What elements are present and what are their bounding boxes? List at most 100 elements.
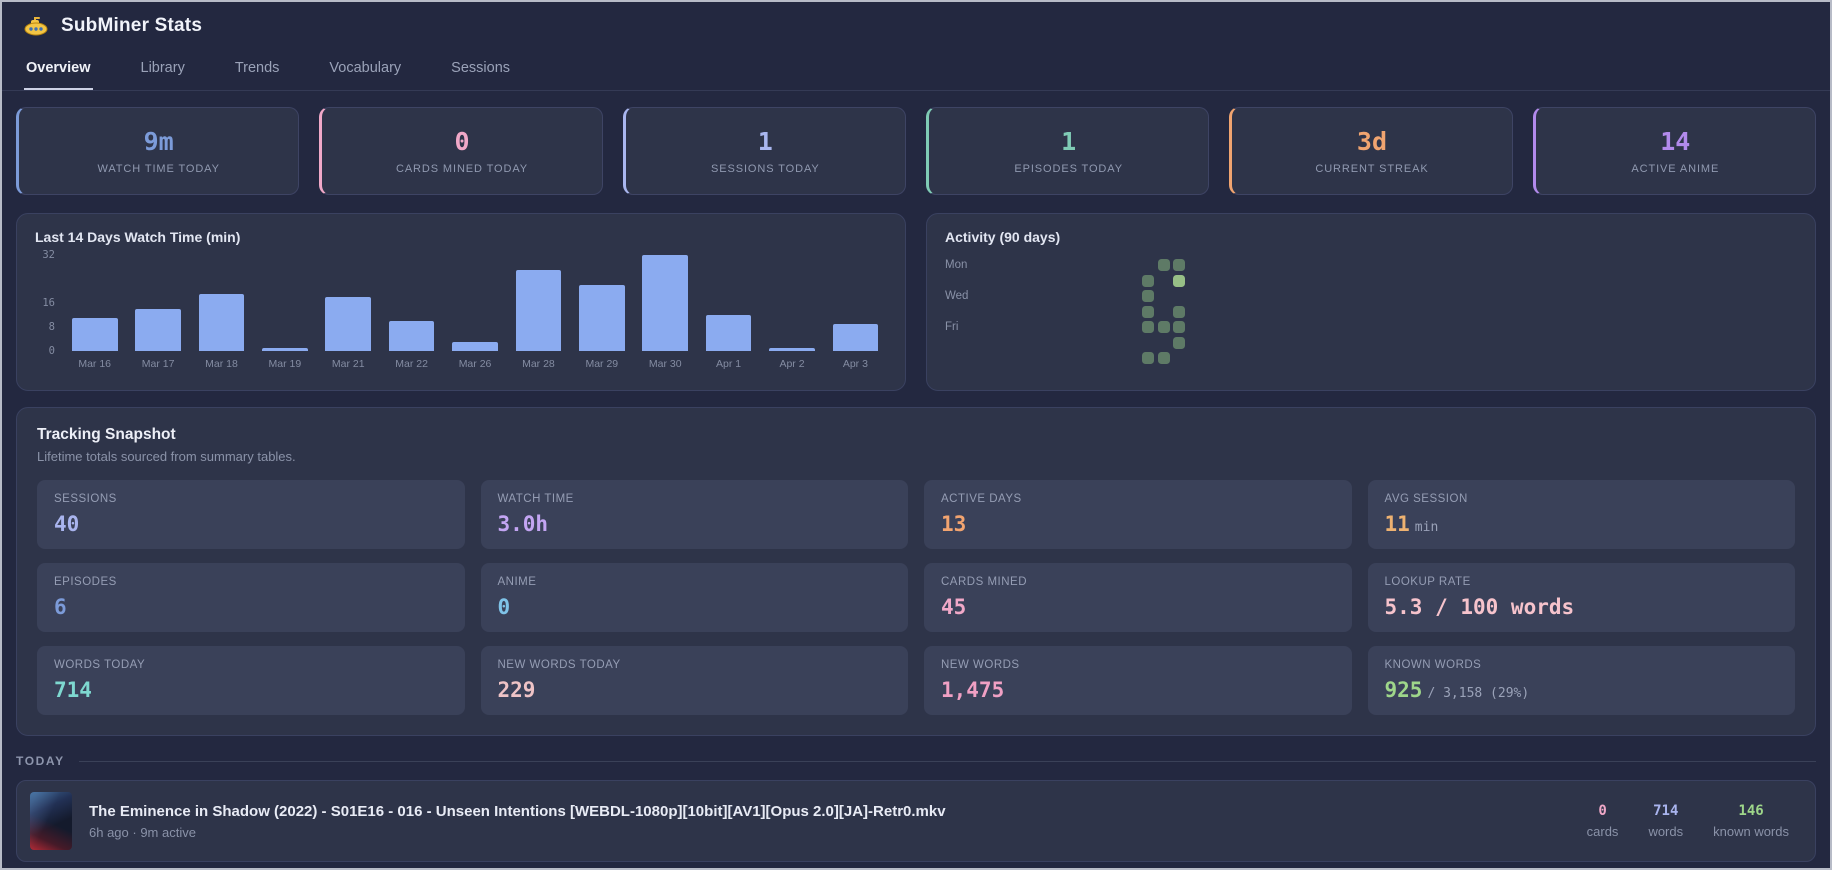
- snapshot-cell-number: 45: [941, 595, 967, 619]
- y-tick-label: 0: [48, 345, 55, 357]
- stat-card-value: 1: [1061, 127, 1077, 156]
- snapshot-cell-label: SESSIONS: [54, 493, 117, 505]
- chart-bar: [135, 309, 181, 351]
- snapshot-cell-label: WATCH TIME: [497, 493, 574, 505]
- snapshot-cell: ACTIVE DAYS 13: [924, 480, 1352, 549]
- stat-card-value: 14: [1660, 127, 1691, 156]
- charts-row: Last 14 Days Watch Time (min) 0 8 16 32 Mar…: [16, 213, 1816, 391]
- snapshot-cell-label: NEW WORDS TODAY: [497, 659, 621, 671]
- snapshot-cell-label: NEW WORDS: [941, 659, 1020, 671]
- x-tick-label: Apr 3: [842, 358, 868, 370]
- snapshot-cell-value: 11 min: [1385, 512, 1779, 536]
- x-tick-label: Mar 28: [522, 358, 555, 370]
- tab-vocabulary[interactable]: Vocabulary: [329, 60, 402, 76]
- today-section-label: TODAY: [16, 754, 65, 768]
- stat-card-value: 3d: [1356, 127, 1388, 156]
- x-tick-label: Mar 30: [648, 358, 682, 370]
- chart-bar-slot: [63, 255, 126, 351]
- chart-bar: [388, 321, 435, 351]
- stat-card: 3d CURRENT STREAK: [1229, 107, 1513, 195]
- chart-bar-slot: [443, 255, 506, 351]
- snapshot-cell: AVG SESSION 11 min: [1367, 480, 1795, 549]
- snapshot-cell-value: 40: [54, 512, 448, 536]
- episode-stat-value: 0: [1598, 803, 1607, 819]
- snapshot-cell: EPISODES 6: [37, 563, 465, 632]
- snapshot-cell-number: 11: [1384, 512, 1410, 536]
- snapshot-cell-value: 229: [498, 678, 892, 702]
- activity-title: Activity (90 days): [945, 229, 1061, 245]
- chart-bar-slot: [190, 255, 253, 351]
- chart-bar-slot: [380, 255, 443, 351]
- snapshot-cell-label: KNOWN WORDS: [1384, 659, 1482, 671]
- tab-trends[interactable]: Trends: [234, 60, 280, 76]
- episode-row: The Eminence in Shadow (2022) - S01E16 -…: [16, 780, 1816, 862]
- stat-card-label: CURRENT STREAK: [1315, 163, 1429, 175]
- y-tick-label: 32: [42, 249, 55, 261]
- tab-sessions[interactable]: Sessions: [451, 60, 511, 76]
- snapshot-cell-label: ACTIVE DAYS: [941, 493, 1022, 505]
- snapshot-cell-label: EPISODES: [54, 576, 117, 588]
- x-tick-label: Mar 17: [141, 358, 175, 370]
- chart-y-axis: 0 8 16 32: [35, 249, 63, 357]
- chart-bar-slot: [760, 255, 823, 351]
- chart-bar: [71, 318, 118, 351]
- chart-bar-slot: [253, 255, 316, 351]
- heatmap-day-labels: Mon Wed Fri: [945, 259, 987, 368]
- stat-card-label: EPISODES TODAY: [1014, 163, 1123, 175]
- heatmap-cell: [1157, 352, 1170, 364]
- heatmap-day-label: Fri: [945, 321, 959, 333]
- stat-card: 1 EPISODES TODAY: [925, 107, 1210, 195]
- heatmap-cell: [1142, 321, 1154, 333]
- tab-library[interactable]: Library: [140, 60, 185, 76]
- snapshot-cell-value: 925 / 3,158 (29%): [1385, 678, 1779, 702]
- tab-bar: Overview Library Trends Vocabulary Sessions: [2, 49, 1830, 91]
- snapshot-cell-value: 3.0h: [498, 512, 892, 536]
- x-tick-label: Mar 29: [585, 358, 619, 370]
- episode-stat-value: 146: [1738, 803, 1764, 819]
- snapshot-grid: SESSIONS 40 WATCH TIME 3.0h ACTIVE DAYS 13 AVG…: [37, 480, 1795, 715]
- snapshot-cell-suffix: / 3,158 (29%): [1427, 686, 1530, 701]
- stat-card-value: 1: [757, 127, 773, 156]
- snapshot-cell-suffix: min: [1414, 520, 1439, 535]
- app-header: SubMiner Stats: [2, 2, 1830, 41]
- chart-bar: [262, 348, 308, 351]
- snapshot-cell-value: 45: [941, 595, 1335, 619]
- episode-stat-label: cards: [1586, 824, 1619, 839]
- y-tick-label: 16: [42, 297, 55, 309]
- snapshot-cell-number: 3.0h: [497, 512, 549, 536]
- stat-card: 9m WATCH TIME TODAY: [16, 107, 300, 195]
- chart-bar-slot: [697, 255, 760, 351]
- heatmap-day-label: Wed: [945, 290, 969, 302]
- x-tick-label: Mar 19: [268, 358, 302, 370]
- snapshot-cell: CARDS MINED 45: [924, 563, 1352, 632]
- snapshot-cell-value: 1,475: [941, 678, 1335, 702]
- heatmap-cell: [1142, 290, 1154, 302]
- stat-card-value: 0: [454, 127, 470, 156]
- chart-title: Last 14 Days Watch Time (min): [35, 229, 241, 245]
- snapshot-cell: NEW WORDS 1,475: [924, 646, 1352, 715]
- chart-bar: [198, 294, 245, 351]
- x-tick-label: Apr 2: [779, 358, 805, 370]
- chart-bar-slot: [634, 255, 697, 351]
- episode-stat: 714 words: [1648, 803, 1683, 839]
- snapshot-cell: WATCH TIME 3.0h: [480, 480, 908, 549]
- snapshot-cell-label: LOOKUP RATE: [1384, 576, 1471, 588]
- snapshot-cell-number: 6: [54, 595, 67, 619]
- stat-card-label: SESSIONS TODAY: [711, 163, 820, 175]
- snapshot-cell-number: 13: [941, 512, 967, 536]
- chart-bar-slot: [507, 255, 570, 351]
- today-section: TODAY The Eminence in Shadow (2022) - S0…: [16, 754, 1816, 862]
- episode-stat-value: 714: [1653, 803, 1679, 819]
- heatmap-grid: [987, 259, 1189, 368]
- chart-bar: [832, 324, 879, 351]
- episode-stat: 0 cards: [1587, 803, 1619, 839]
- y-tick-label: 8: [48, 321, 55, 333]
- submarine-icon: [24, 16, 48, 36]
- chart-bar-slot: [824, 255, 887, 351]
- snapshot-cell-label: CARDS MINED: [941, 576, 1028, 588]
- x-tick-label: Mar 21: [331, 358, 365, 370]
- tab-overview[interactable]: Overview: [24, 49, 93, 90]
- episode-stats: 0 cards 714 words 146 known words: [1587, 803, 1789, 839]
- tracking-snapshot-panel: Tracking Snapshot Lifetime totals source…: [16, 407, 1816, 736]
